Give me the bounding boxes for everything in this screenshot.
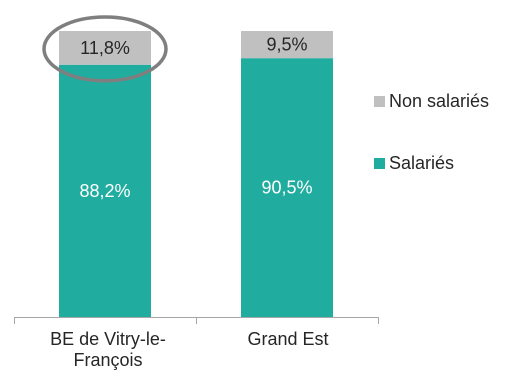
data-label-salaries-grand-est: 90,5%: [261, 178, 312, 198]
data-label-non-salaries-grand-est: 9,5%: [266, 35, 307, 55]
legend-item-non-salaries: Non salariés: [374, 90, 489, 112]
legend-item-salaries: Salariés: [374, 152, 454, 174]
legend-swatch-salaries: [374, 157, 385, 169]
bar-non-salaries-grand-est: [241, 31, 333, 59]
bar-salaries-be-de-vitry-le-francois: [59, 64, 151, 317]
x-tick-label-line: François: [73, 350, 143, 370]
legend-label-salaries: Salariés: [389, 152, 455, 173]
data-label-salaries-be-de-vitry-le-francois: 88,2%: [79, 181, 130, 201]
x-tick-label-line: BE de Vitry-le-: [50, 329, 166, 349]
bar-non-salaries-be-de-vitry-le-francois: [59, 31, 151, 65]
data-label-non-salaries-be-de-vitry-le-francois: 11,8%: [80, 38, 130, 58]
highlight-ellipse: [42, 15, 168, 83]
legend-label-non-salaries: Non salariés: [389, 90, 490, 111]
bar-salaries-grand-est: [241, 58, 333, 318]
legend-swatch-non-salaries: [374, 95, 385, 107]
x-tick-label-line: Grand Est: [247, 329, 329, 349]
x-tick-label-be-vitry: BE de Vitry-le- François: [18, 329, 198, 371]
x-tick-label-grand-est: Grand Est: [198, 329, 378, 350]
